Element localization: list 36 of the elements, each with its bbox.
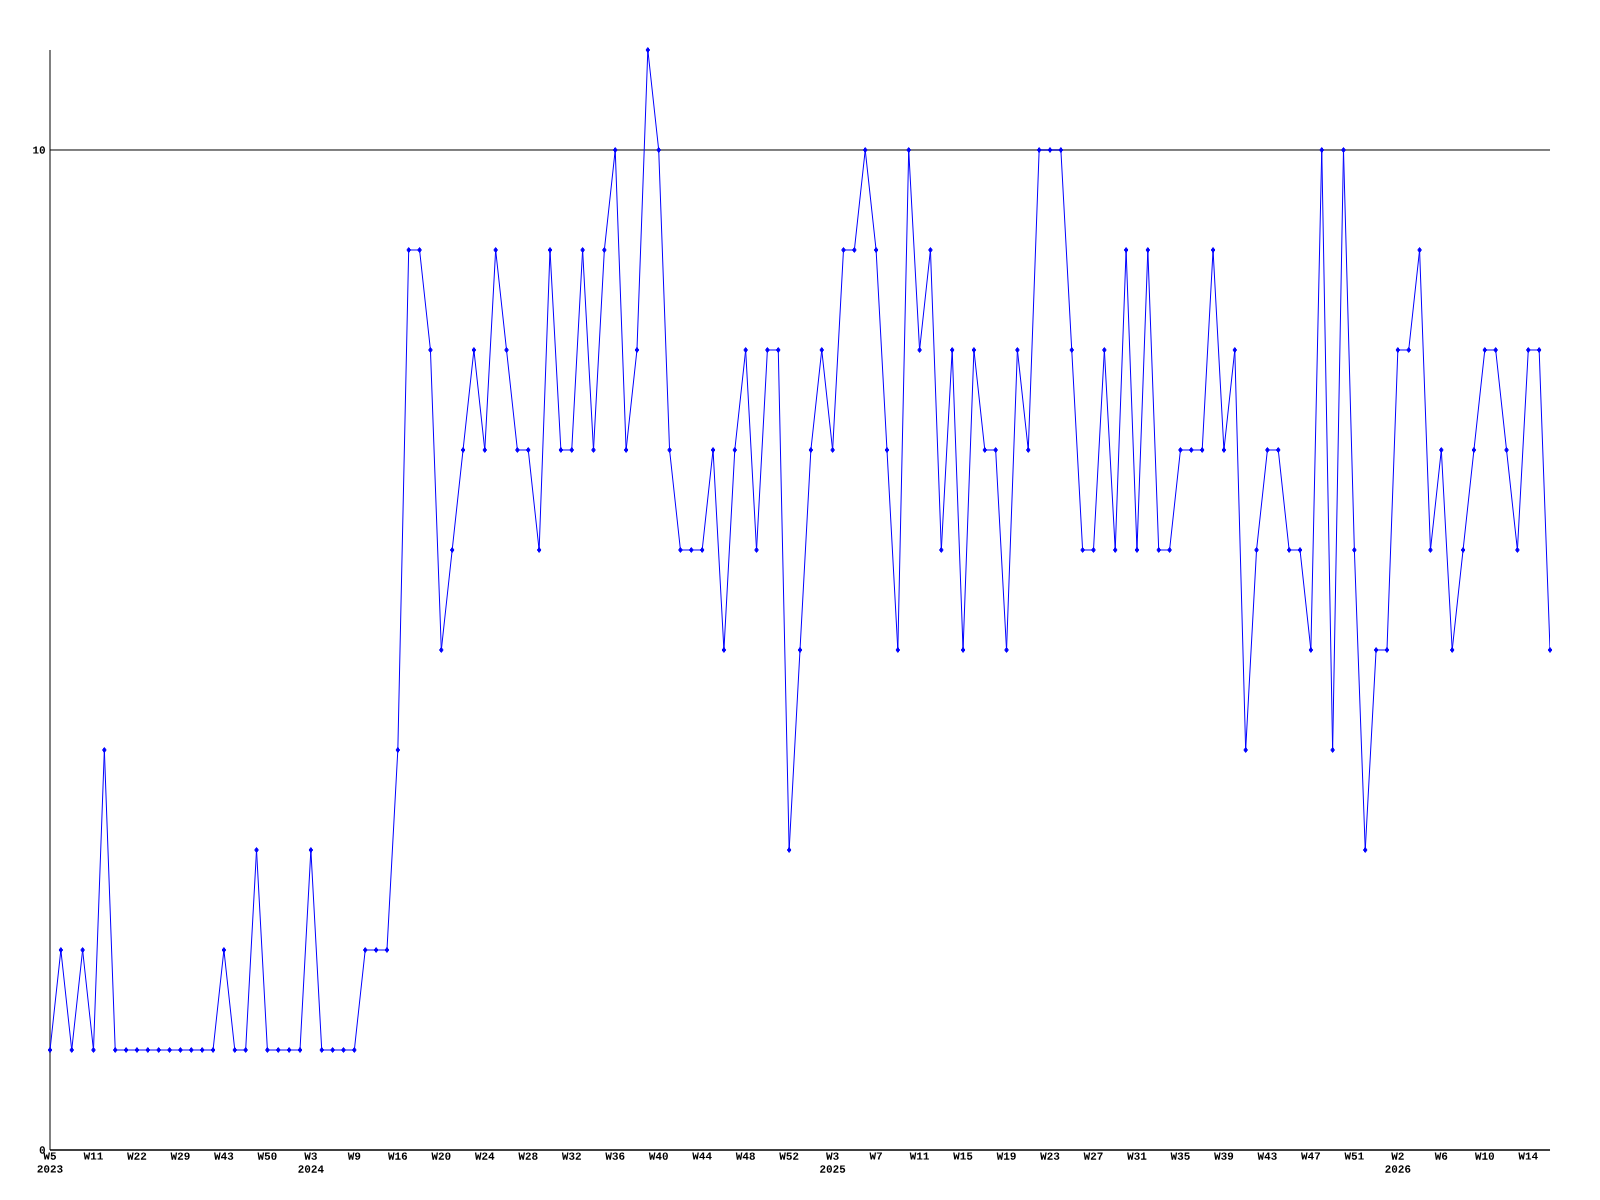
x-tick-label: W14 — [1518, 1152, 1538, 1160]
x-tick-label: W32 — [561, 1152, 581, 1160]
x-tick-label: W29 — [170, 1152, 190, 1160]
y-tick-label: 10 — [33, 146, 45, 154]
x-tick-label: W7 — [869, 1152, 882, 1160]
x-tick-label: W35 — [1170, 1152, 1190, 1160]
x-tick-label: W3 2025 — [820, 1152, 846, 1173]
x-tick-label: W11 — [83, 1152, 103, 1160]
x-tick-label: W10 — [1474, 1152, 1495, 1160]
x-tick-label: W20 — [431, 1152, 451, 1160]
x-tick-label: W2 2026 — [1385, 1152, 1411, 1173]
x-tick-label: W24 — [474, 1152, 495, 1160]
x-tick-label: W28 — [518, 1152, 538, 1160]
x-tick-label: W22 — [127, 1152, 147, 1160]
x-tick-label: W36 — [605, 1152, 625, 1160]
x-tick-label: W27 — [1083, 1152, 1103, 1160]
x-tick-label: W3 2024 — [298, 1152, 324, 1173]
x-tick-label: W9 — [347, 1152, 361, 1160]
x-tick-label: W19 — [996, 1152, 1016, 1160]
x-tick-label: W52 — [779, 1152, 799, 1160]
x-tick-label: W40 — [648, 1152, 668, 1160]
x-tick-label: W47 — [1301, 1152, 1321, 1160]
x-tick-label: W43 — [214, 1152, 234, 1160]
x-tick-label: W50 — [257, 1152, 277, 1160]
x-tick-label: W43 — [1257, 1152, 1277, 1160]
x-tick-label: W31 — [1127, 1152, 1147, 1160]
x-tick-label: W51 — [1344, 1152, 1364, 1160]
x-tick-label: W16 — [387, 1152, 408, 1160]
x-tick-label: W39 — [1214, 1152, 1234, 1160]
x-tick-label: W11 — [909, 1152, 929, 1160]
x-tick-label: W23 — [1040, 1152, 1060, 1160]
x-tick-label: W6 — [1434, 1152, 1448, 1160]
x-tick-label: W44 — [692, 1152, 712, 1160]
x-tick-label: W48 — [735, 1152, 755, 1160]
x-tick-label: W15 — [953, 1152, 973, 1160]
y-tick-label: 0 — [39, 1146, 45, 1154]
